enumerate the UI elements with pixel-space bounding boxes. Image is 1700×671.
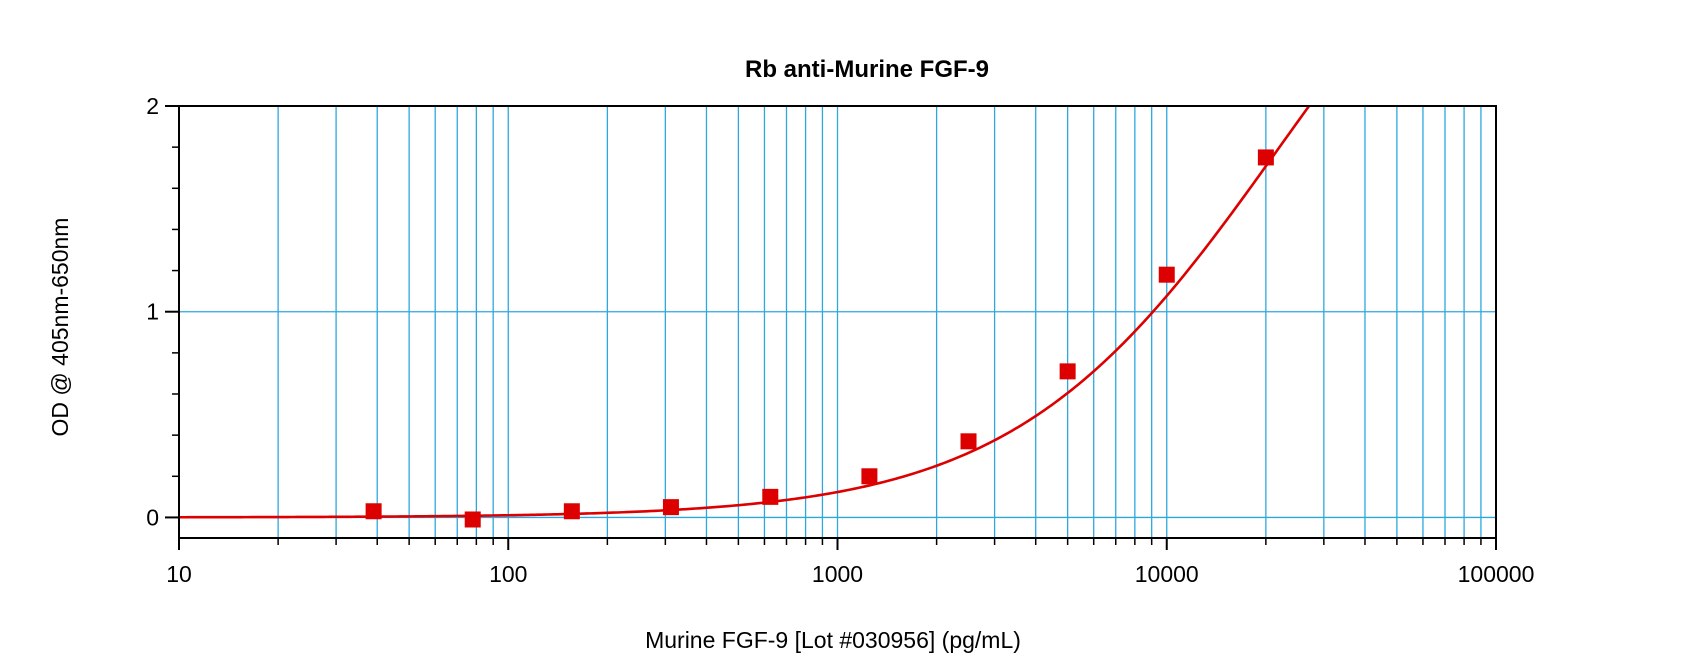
data-point <box>960 433 977 450</box>
data-point <box>563 503 580 520</box>
x-tick-label: 100 <box>489 561 527 587</box>
data-point <box>662 499 679 516</box>
y-axis-label: OD @ 405nm-650nm <box>47 218 73 437</box>
data-points <box>365 149 1274 528</box>
data-point <box>365 503 382 520</box>
x-tick-label: 10 <box>166 561 192 587</box>
x-tick-label: 1000 <box>812 561 863 587</box>
x-axis-label: Murine FGF-9 [Lot #030956] (pg/mL) <box>645 627 1021 653</box>
data-point <box>762 488 779 505</box>
x-axis-ticks: 10 100 1000 10000 100000 <box>166 538 1534 587</box>
data-point <box>861 468 878 485</box>
data-point <box>1257 149 1274 166</box>
data-point <box>464 511 481 528</box>
y-tick-label: 2 <box>146 93 159 119</box>
y-tick-label: 0 <box>146 504 159 530</box>
data-point <box>1158 266 1175 283</box>
data-point <box>1059 363 1076 380</box>
y-axis-ticks: 0 1 2 <box>146 93 179 530</box>
x-tick-label: 10000 <box>1135 561 1199 587</box>
y-tick-label: 1 <box>146 299 159 325</box>
x-tick-label: 100000 <box>1458 561 1535 587</box>
grid <box>179 106 1496 538</box>
chart-title: Rb anti-Murine FGF-9 <box>745 56 989 83</box>
